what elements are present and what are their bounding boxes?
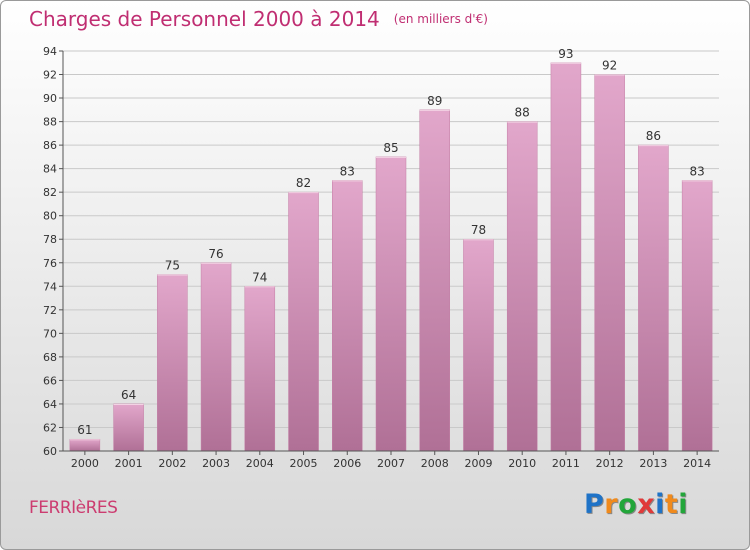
x-tick-label: 2013 [639, 457, 667, 470]
value-label: 93 [558, 47, 573, 61]
y-tick-label: 78 [43, 233, 57, 246]
y-tick-label: 74 [43, 280, 57, 293]
x-tick-label: 2002 [158, 457, 186, 470]
y-tick-label: 70 [43, 327, 57, 340]
bar [419, 109, 450, 452]
bar [69, 438, 101, 452]
bar [550, 62, 582, 452]
labels: 60 62 64 66 68 70 72 74 76 78 80 82 84 86 88 90 92 94 61 20… [43, 45, 711, 470]
logo-letter: i [655, 489, 665, 520]
logo-letter: o [618, 489, 638, 520]
x-tick-label: 2000 [71, 457, 99, 470]
y-tick-label: 86 [43, 139, 57, 152]
logo-letter: P [584, 489, 605, 520]
bar [463, 238, 494, 452]
logo-letter: r [604, 489, 619, 520]
x-tick-label: 2011 [552, 457, 580, 470]
value-label: 86 [646, 129, 661, 143]
value-label: 89 [427, 94, 442, 108]
x-tick-label: 2007 [377, 457, 405, 470]
x-tick-label: 2003 [202, 457, 230, 470]
bar [375, 156, 407, 452]
bar [244, 286, 276, 452]
y-tick-label: 90 [43, 92, 57, 105]
value-label: 61 [77, 423, 92, 437]
axes [59, 50, 719, 455]
y-tick-label: 84 [43, 163, 57, 176]
value-label: 85 [383, 141, 398, 155]
y-tick-label: 68 [43, 351, 57, 364]
bar [594, 74, 625, 452]
chart-subtitle: (en milliers d'€) [393, 12, 488, 26]
x-tick-label: 2005 [290, 457, 318, 470]
bars [69, 62, 713, 452]
x-tick-label: 2006 [333, 457, 361, 470]
value-label: 82 [296, 176, 311, 190]
y-tick-label: 60 [43, 445, 57, 458]
logo-letter: t [664, 489, 679, 520]
value-label: 74 [252, 270, 267, 284]
chart-title: Charges de Personnel 2000 à 2014 [29, 7, 380, 31]
value-label: 76 [208, 247, 223, 261]
bar [638, 144, 669, 452]
logo-letter: i [678, 489, 689, 520]
x-tick-label: 2009 [464, 457, 492, 470]
bar [113, 403, 144, 452]
x-tick-label: 2008 [421, 457, 449, 470]
value-label: 64 [121, 388, 136, 402]
y-tick-label: 64 [43, 398, 57, 411]
x-tick-label: 2014 [683, 457, 711, 470]
bar [200, 262, 232, 452]
bar [332, 180, 363, 452]
y-tick-label: 62 [43, 421, 57, 434]
y-tick-label: 94 [43, 45, 57, 58]
x-tick-label: 2010 [508, 457, 536, 470]
value-label: 75 [165, 259, 180, 273]
y-tick-label: 92 [43, 69, 57, 82]
town-name: FERRIèRES [29, 498, 118, 518]
x-tick-label: 2012 [596, 457, 624, 470]
y-tick-label: 80 [43, 210, 57, 223]
x-tick-label: 2004 [246, 457, 274, 470]
title-row: Charges de Personnel 2000 à 2014 (en mill… [29, 7, 488, 31]
y-tick-label: 82 [43, 186, 57, 199]
value-label: 88 [515, 106, 530, 120]
bar [157, 274, 188, 452]
value-label: 78 [471, 223, 486, 237]
bar [506, 121, 538, 452]
value-label: 83 [340, 164, 355, 178]
y-tick-label: 72 [43, 304, 57, 317]
logo-letter: x [637, 489, 656, 520]
x-tick-label: 2001 [115, 457, 143, 470]
y-tick-label: 66 [43, 374, 57, 387]
y-tick-label: 76 [43, 257, 57, 270]
bar [288, 191, 319, 452]
y-tick-label: 88 [43, 116, 57, 129]
proxiti-logo: Proxiti [584, 489, 688, 520]
value-label: 92 [602, 59, 617, 73]
bar [681, 180, 713, 452]
value-label: 83 [689, 164, 704, 178]
